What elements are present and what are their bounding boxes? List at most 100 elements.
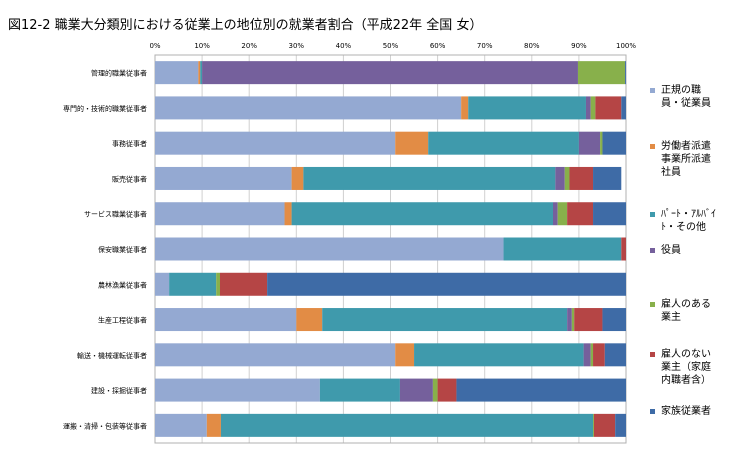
bar-segment: [155, 272, 170, 296]
bar-segment: [595, 96, 622, 120]
bar-segment: [585, 96, 591, 120]
bar-segment: [577, 61, 626, 85]
bar-segment: [583, 343, 591, 367]
bar-segment: [564, 166, 570, 190]
bar-segment: [621, 96, 626, 120]
category-label: 事務従事者: [112, 139, 147, 148]
bar-segment: [593, 413, 594, 437]
bar-segment: [615, 413, 626, 437]
bar-segment: [590, 343, 594, 367]
legend-swatch: [650, 248, 655, 253]
bar-segment: [569, 166, 594, 190]
legend-label: 雇人のない: [661, 347, 711, 360]
legend-swatch: [650, 144, 655, 149]
legend-label: 業主（家庭: [661, 360, 711, 373]
bar-segment: [604, 343, 626, 367]
legend-swatch: [650, 409, 655, 414]
bar-segment: [468, 96, 586, 120]
bar-segment: [155, 308, 297, 332]
legend-swatch: [650, 88, 655, 93]
category-label: 専門的・技術的職業従事者: [63, 104, 147, 113]
bar-segment: [291, 166, 304, 190]
bar-segment: [571, 308, 575, 332]
legend-label: 社員: [661, 165, 681, 178]
x-tick-label: 100%: [616, 42, 636, 50]
legend-label: 労働者派遣: [661, 139, 711, 152]
bar-segment: [503, 237, 622, 261]
bar-segment: [395, 131, 429, 155]
legend-label: ﾊﾟｰﾄ・ｱﾙﾊﾞｲ: [661, 208, 716, 220]
bar-segment: [578, 131, 601, 155]
bar-segment: [155, 202, 285, 226]
category-label: 管理的職業従事者: [91, 69, 147, 78]
bar-segment: [216, 272, 220, 296]
x-tick-label: 30%: [289, 42, 305, 50]
category-label: 農林漁業従事者: [98, 280, 147, 289]
category-label: 輸送・機械運転従事者: [77, 351, 147, 360]
x-tick-label: 70%: [477, 42, 493, 50]
bar-segment: [155, 61, 199, 85]
category-label: 販売従事者: [112, 174, 147, 183]
bar-segment: [593, 166, 622, 190]
x-tick-label: 40%: [336, 42, 352, 50]
bar-segment: [414, 343, 584, 367]
bar-segment: [567, 202, 594, 226]
bar-segment: [428, 131, 579, 155]
bar-segment: [574, 308, 603, 332]
legend-swatch: [650, 302, 655, 307]
bar-segment: [590, 96, 596, 120]
x-tick-label: 90%: [571, 42, 587, 50]
legend-label: 事業所派遣: [661, 152, 711, 165]
bar-segment: [202, 61, 578, 85]
bar-segment: [621, 237, 626, 261]
bar-segment: [155, 131, 396, 155]
bar-segment: [432, 378, 438, 402]
legend-swatch: [650, 212, 655, 217]
bar-segment: [593, 202, 626, 226]
bar-segment: [319, 378, 400, 402]
legend-label: 内職者含）: [661, 373, 711, 386]
bar-segment: [155, 413, 207, 437]
category-label: 生産工程従事者: [98, 316, 147, 325]
x-tick-label: 80%: [524, 42, 540, 50]
bar-segment: [602, 308, 626, 332]
bar-segment: [625, 61, 626, 85]
bar-segment: [155, 378, 320, 402]
bar-segment: [456, 378, 626, 402]
bar-segment: [206, 413, 221, 437]
x-tick-label: 60%: [430, 42, 446, 50]
bar-segment: [267, 272, 626, 296]
bar-segment: [155, 96, 462, 120]
bar-segment: [155, 237, 504, 261]
bar-segment: [198, 61, 201, 85]
legend-label: 正規の職: [661, 84, 701, 96]
bar-segment: [395, 343, 415, 367]
legend-label: 員・従業員: [661, 96, 711, 109]
x-tick-label: 10%: [194, 42, 210, 50]
category-label: 運搬・清掃・包装等従事者: [63, 421, 147, 430]
legend-label: 家族従業者: [661, 404, 711, 417]
legend-label: 役員: [661, 243, 681, 256]
x-tick-label: 0%: [149, 42, 160, 50]
bar-segment: [296, 308, 323, 332]
bar-segment: [555, 166, 565, 190]
legend-label: ﾄ・その他: [661, 220, 706, 233]
bar-segment: [461, 96, 469, 120]
bar-segment: [567, 308, 572, 332]
bar-segment: [399, 378, 433, 402]
category-label: 保安職業従事者: [98, 245, 147, 254]
x-tick-label: 20%: [241, 42, 257, 50]
bar-segment: [291, 202, 553, 226]
bar-segment: [437, 378, 457, 402]
bar-segment: [219, 272, 268, 296]
x-tick-label: 50%: [383, 42, 399, 50]
category-label: サービス職業従事者: [84, 210, 147, 219]
bar-segment: [552, 202, 558, 226]
bar-segment: [284, 202, 292, 226]
bar-segment: [600, 131, 603, 155]
bar-segment: [155, 343, 396, 367]
bar-segment: [593, 343, 605, 367]
bar-segment: [303, 166, 556, 190]
legend-swatch: [650, 352, 655, 357]
